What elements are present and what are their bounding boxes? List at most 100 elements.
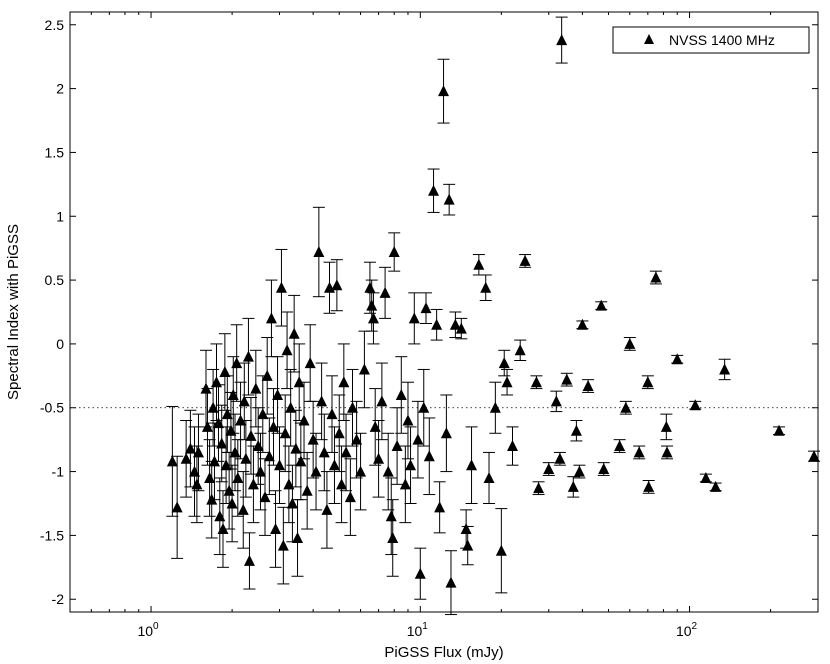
data-point bbox=[265, 279, 278, 358]
data-point bbox=[242, 317, 255, 396]
data-point bbox=[498, 349, 511, 377]
triangle-marker bbox=[620, 401, 632, 413]
triangle-marker bbox=[414, 567, 426, 579]
data-point bbox=[560, 372, 573, 387]
triangle-marker bbox=[366, 299, 378, 311]
data-point bbox=[532, 481, 545, 496]
data-point bbox=[542, 462, 555, 476]
data-point bbox=[808, 450, 821, 462]
data-point bbox=[192, 413, 205, 492]
data-point bbox=[288, 294, 301, 373]
data-point bbox=[555, 16, 568, 64]
triangle-marker bbox=[351, 433, 363, 445]
triangle-marker bbox=[719, 363, 731, 375]
data-point bbox=[408, 292, 421, 345]
triangle-marker bbox=[519, 254, 531, 266]
triangle-marker bbox=[277, 539, 289, 551]
data-point bbox=[326, 375, 339, 453]
triangle-marker bbox=[346, 401, 358, 413]
triangle-marker bbox=[405, 459, 417, 471]
data-point bbox=[660, 413, 673, 441]
data-point bbox=[661, 445, 674, 460]
triangle-marker bbox=[473, 258, 485, 270]
data-point bbox=[298, 381, 311, 460]
data-point bbox=[489, 381, 502, 434]
legend-box bbox=[612, 26, 810, 54]
triangle-marker bbox=[418, 401, 430, 413]
triangle-marker bbox=[543, 463, 555, 475]
triangle-marker bbox=[399, 478, 411, 490]
data-point bbox=[573, 464, 586, 479]
triangle-marker bbox=[412, 433, 424, 445]
data-point bbox=[440, 394, 453, 473]
data-point bbox=[501, 368, 514, 396]
data-point bbox=[773, 424, 786, 436]
y-tick-label: -1.5 bbox=[40, 527, 64, 543]
triangle-marker bbox=[385, 510, 397, 522]
triangle-marker bbox=[382, 465, 394, 477]
data-point bbox=[519, 254, 532, 268]
data-point bbox=[190, 445, 203, 524]
data-point bbox=[613, 439, 626, 453]
data-point bbox=[417, 368, 430, 447]
triangle-marker bbox=[576, 318, 588, 330]
y-tick-label: -2 bbox=[52, 591, 65, 607]
data-point bbox=[623, 337, 636, 351]
x-axis-title: PiGSS Flux (mJy) bbox=[384, 644, 503, 661]
data-point bbox=[641, 375, 654, 390]
triangle-marker bbox=[808, 450, 820, 462]
data-point bbox=[354, 432, 367, 511]
triangle-marker bbox=[561, 373, 573, 385]
triangle-marker bbox=[265, 312, 277, 324]
data-point bbox=[576, 318, 589, 330]
triangle-marker bbox=[373, 452, 385, 464]
triangle-marker bbox=[358, 363, 370, 375]
triangle-marker bbox=[533, 482, 545, 494]
triangle-marker bbox=[530, 376, 542, 388]
triangle-marker bbox=[498, 357, 510, 369]
triangle-marker bbox=[242, 350, 254, 362]
triangle-marker bbox=[219, 366, 231, 377]
triangle-marker bbox=[570, 424, 582, 436]
data-points bbox=[166, 16, 821, 616]
data-point bbox=[382, 432, 395, 511]
data-point bbox=[301, 451, 314, 530]
triangle-marker bbox=[240, 452, 252, 464]
data-point bbox=[570, 420, 583, 442]
data-point bbox=[444, 550, 457, 616]
triangle-marker bbox=[336, 478, 348, 490]
legend-label: NVSS 1400 MHz bbox=[669, 32, 775, 48]
data-point bbox=[423, 417, 436, 496]
triangle-marker bbox=[643, 480, 655, 492]
triangle-marker bbox=[443, 193, 455, 205]
data-point bbox=[367, 292, 380, 345]
x-tick-label: 101 bbox=[407, 621, 429, 639]
triangle-marker bbox=[270, 523, 282, 535]
data-point bbox=[595, 299, 608, 311]
triangle-marker bbox=[402, 414, 414, 426]
triangle-marker bbox=[255, 465, 267, 477]
triangle-marker bbox=[237, 503, 249, 515]
data-point bbox=[550, 390, 563, 413]
triangle-marker bbox=[243, 554, 255, 566]
triangle-marker bbox=[624, 337, 636, 349]
triangle-marker bbox=[338, 376, 350, 388]
data-point bbox=[243, 532, 256, 590]
data-point bbox=[514, 339, 527, 362]
data-point bbox=[567, 476, 580, 498]
y-tick-label: 2 bbox=[56, 81, 64, 97]
triangle-marker bbox=[326, 408, 338, 420]
triangle-marker bbox=[263, 450, 275, 462]
data-point bbox=[369, 388, 382, 466]
triangle-marker bbox=[483, 471, 495, 483]
data-point bbox=[375, 362, 388, 441]
data-point bbox=[279, 394, 292, 473]
y-tick-label: 1 bbox=[56, 208, 64, 224]
triangle-marker bbox=[431, 318, 443, 330]
data-point bbox=[642, 480, 655, 494]
data-point bbox=[495, 508, 508, 594]
triangle-marker bbox=[191, 478, 203, 490]
y-tick-label: 1.5 bbox=[45, 144, 65, 160]
triangle-marker bbox=[304, 357, 316, 369]
triangle-marker bbox=[216, 437, 228, 449]
